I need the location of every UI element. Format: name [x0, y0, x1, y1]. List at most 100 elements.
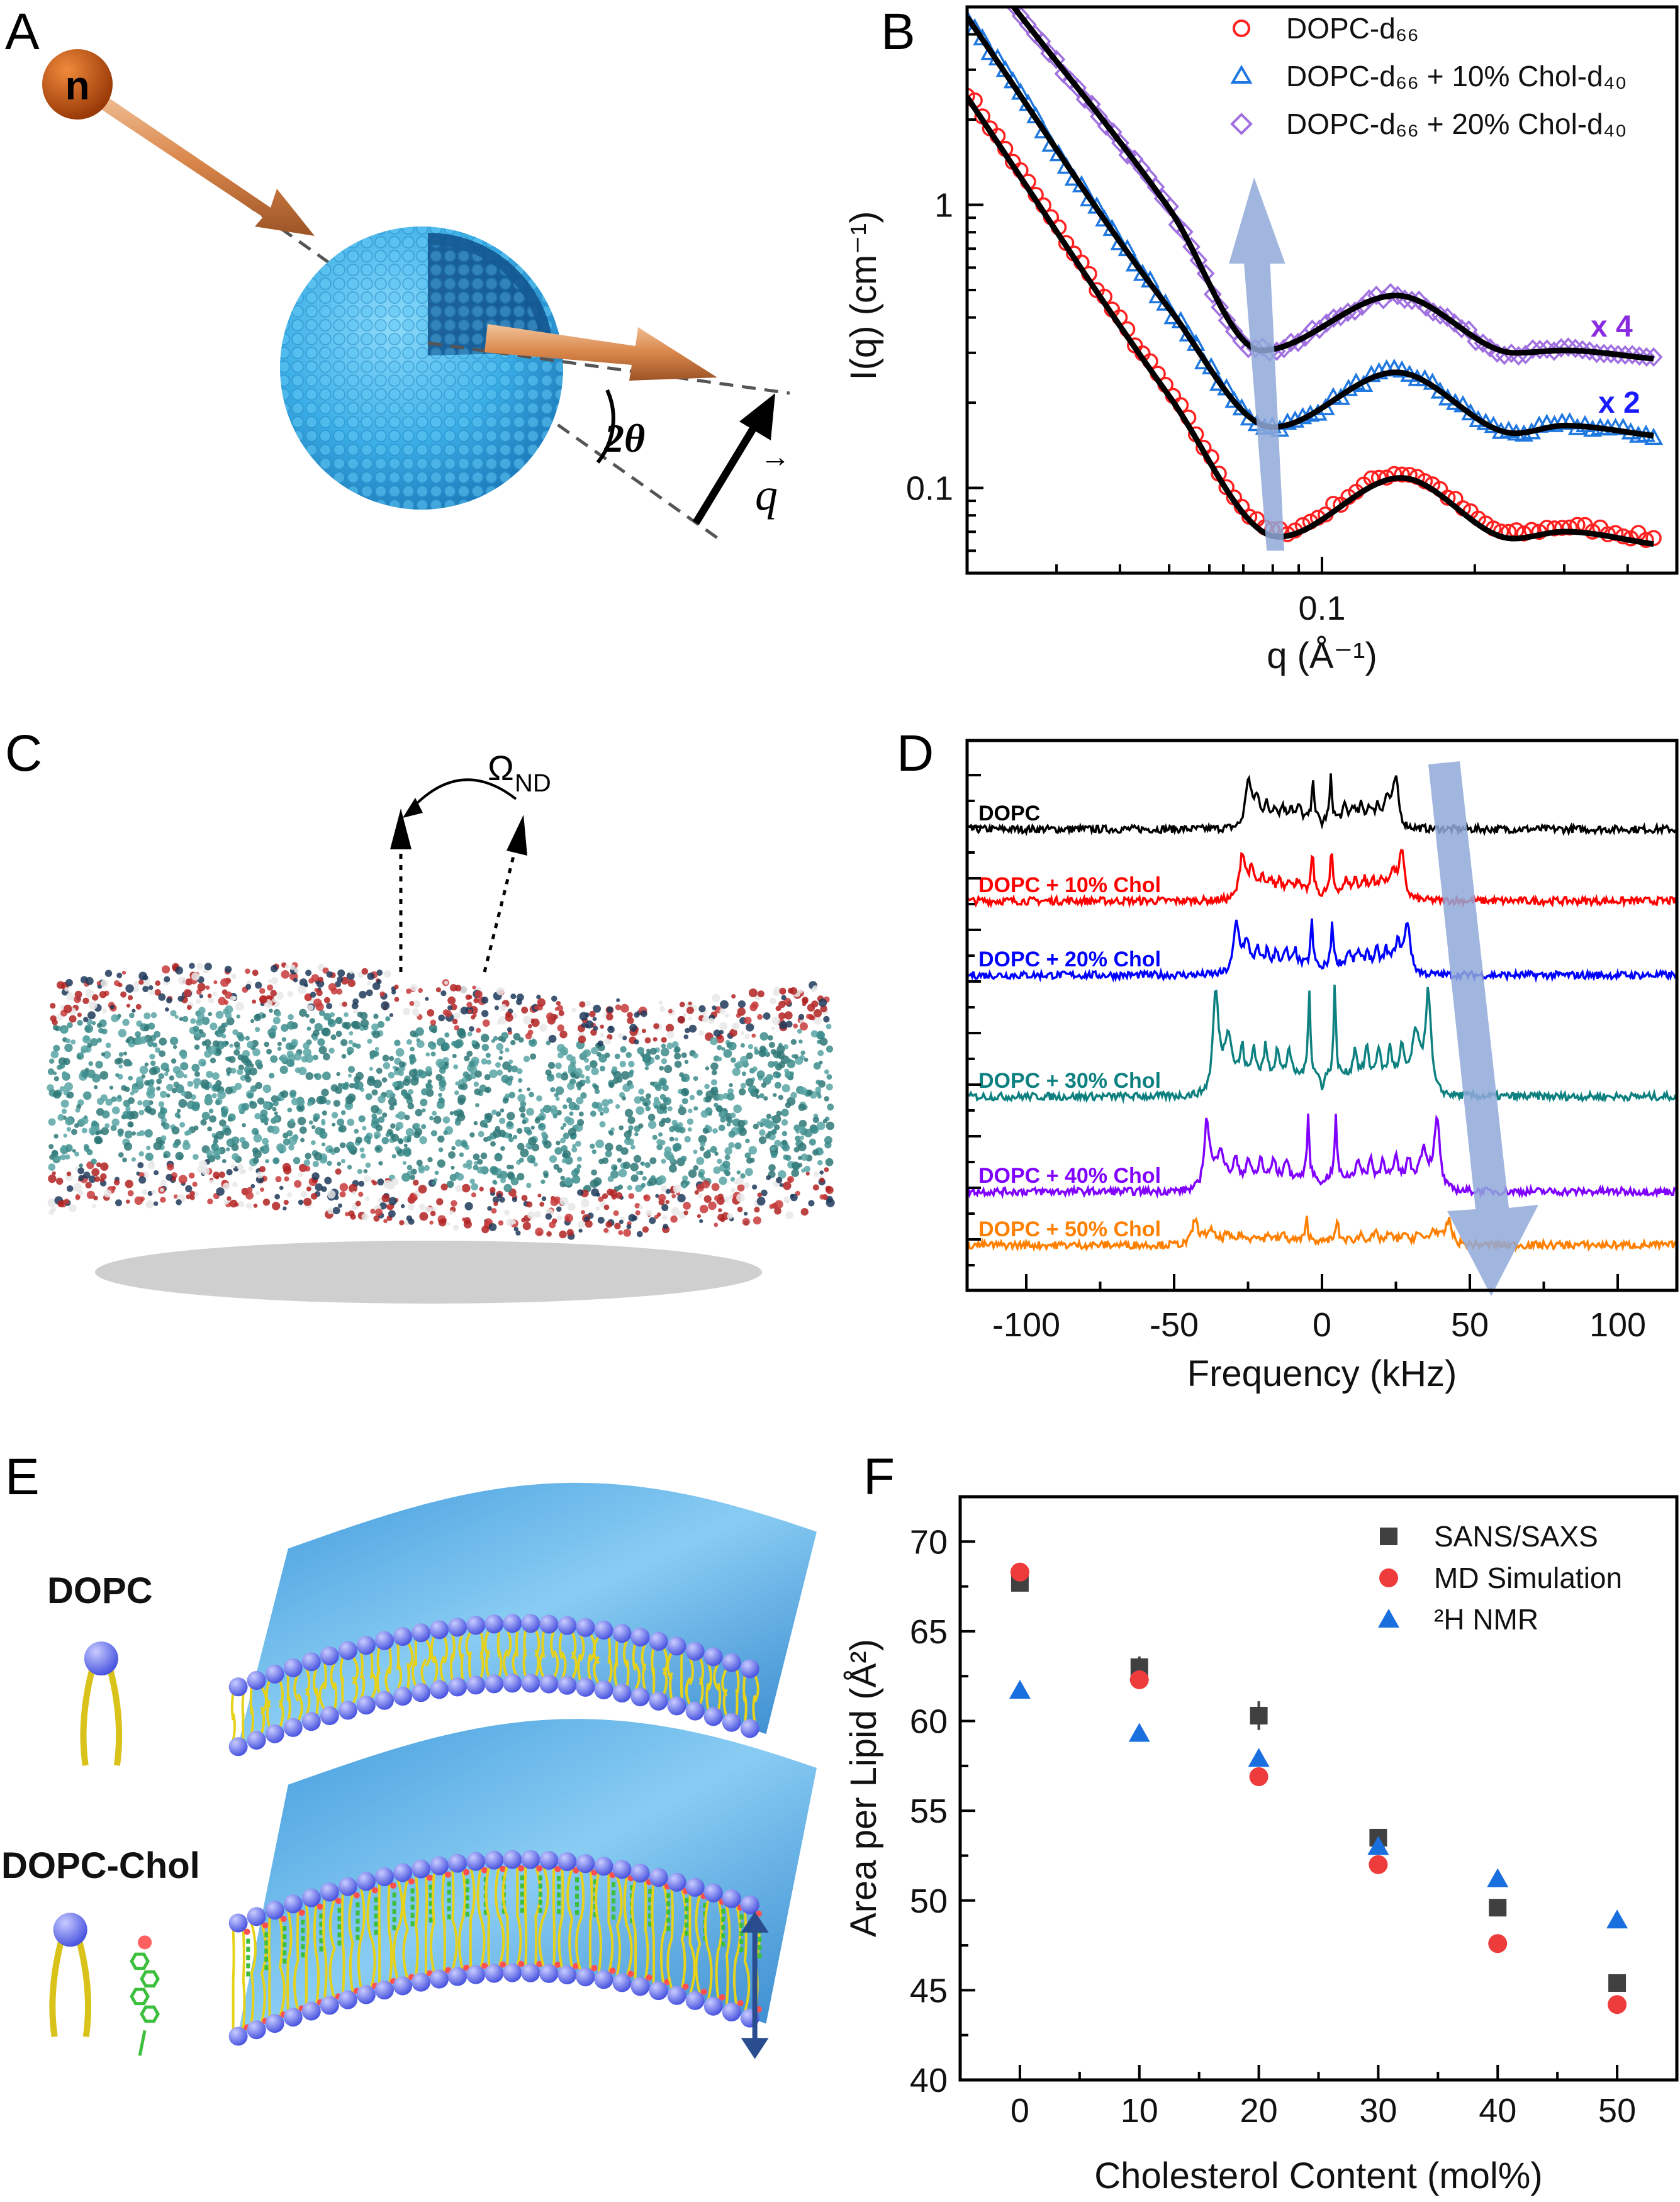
lipid-tail	[558, 1631, 564, 1660]
atom	[209, 1179, 214, 1185]
atom	[791, 1169, 799, 1177]
atom	[145, 1153, 154, 1161]
lipid-icon-tail	[76, 1942, 92, 2037]
atom	[388, 1197, 397, 1205]
atom	[122, 1019, 130, 1026]
lipid-tail	[642, 1663, 647, 1691]
atom	[410, 1046, 415, 1052]
atom	[781, 1109, 789, 1117]
atom	[458, 1079, 464, 1085]
atom	[766, 1073, 773, 1081]
lipid-tail	[571, 1631, 577, 1660]
atom	[581, 1022, 586, 1028]
atom	[322, 1071, 331, 1080]
atom	[88, 1175, 96, 1183]
atom	[493, 1201, 498, 1206]
lipid-tail	[479, 1651, 484, 1679]
atom	[232, 1153, 239, 1161]
atom	[623, 1229, 631, 1237]
atom	[580, 1092, 587, 1099]
atom	[277, 1041, 282, 1046]
atom	[410, 1077, 419, 1086]
atom	[626, 1224, 632, 1229]
lipid-tail	[484, 1866, 491, 1918]
atom	[606, 1013, 613, 1020]
atom	[405, 1128, 415, 1137]
atom	[778, 1170, 787, 1179]
atom	[410, 1030, 417, 1037]
atom	[140, 1196, 145, 1202]
atom	[340, 1039, 348, 1046]
atom	[369, 1066, 373, 1071]
atom	[622, 1096, 626, 1101]
atom	[322, 1027, 331, 1037]
atom	[96, 1037, 102, 1043]
atom	[262, 1137, 269, 1145]
atom	[678, 1107, 686, 1115]
atom	[192, 1182, 198, 1187]
atom	[639, 1170, 644, 1176]
atom	[207, 1126, 213, 1132]
lipid-tail	[713, 1662, 720, 1691]
atom	[462, 1217, 466, 1222]
atom	[559, 1230, 567, 1239]
atom	[179, 1122, 186, 1128]
atom	[564, 1214, 573, 1222]
atom	[729, 1083, 733, 1087]
atom	[398, 1061, 405, 1068]
atom	[289, 1118, 295, 1124]
atom	[178, 976, 186, 985]
atom	[627, 1017, 634, 1024]
atom	[425, 1206, 432, 1213]
atom	[399, 1220, 405, 1226]
atom	[289, 1090, 297, 1097]
atom	[674, 1060, 682, 1068]
atom	[123, 1051, 128, 1056]
atom	[183, 1139, 189, 1146]
atom	[664, 1065, 673, 1073]
atom	[211, 1143, 220, 1151]
atom	[733, 1179, 739, 1185]
lipid-head	[320, 1996, 339, 2015]
atom	[293, 978, 298, 983]
atom	[311, 1140, 316, 1146]
atom	[199, 994, 203, 998]
atom	[74, 995, 81, 1003]
atom	[85, 988, 94, 998]
atom	[305, 1165, 311, 1172]
lipid-tail	[622, 1639, 629, 1667]
atom	[539, 1024, 547, 1032]
lipid-head	[301, 1888, 321, 1908]
atom	[507, 1121, 513, 1127]
q-vector-arrowhead	[739, 393, 775, 440]
atom	[748, 1044, 753, 1049]
lipid-head	[430, 1680, 449, 1699]
atom	[186, 1005, 192, 1010]
atom	[272, 1107, 277, 1112]
atom	[367, 1077, 376, 1087]
atom	[429, 1221, 434, 1225]
atom	[469, 1178, 475, 1184]
atom	[410, 1175, 415, 1180]
atom	[177, 1114, 181, 1119]
x-tick-label: 0	[1313, 1306, 1331, 1344]
atom	[545, 1069, 552, 1076]
lipid-head	[685, 1701, 705, 1721]
lipid-tail	[232, 1713, 236, 1741]
lipid-head	[301, 1652, 321, 1672]
atom	[241, 1141, 250, 1149]
atom	[593, 1085, 599, 1090]
panel-label-b: B	[881, 3, 916, 60]
atom	[407, 1204, 415, 1210]
atom	[395, 1122, 404, 1130]
atom	[817, 1032, 824, 1039]
y-tick-label: 50	[910, 1882, 948, 1920]
trend-arrow	[1229, 177, 1285, 551]
panel-label-d: D	[897, 725, 934, 782]
atom	[496, 1173, 502, 1179]
lipid-tail	[485, 1650, 491, 1678]
atom	[160, 1179, 167, 1186]
atom	[339, 1142, 346, 1149]
atom	[481, 1058, 488, 1065]
data-point	[1489, 1899, 1507, 1917]
